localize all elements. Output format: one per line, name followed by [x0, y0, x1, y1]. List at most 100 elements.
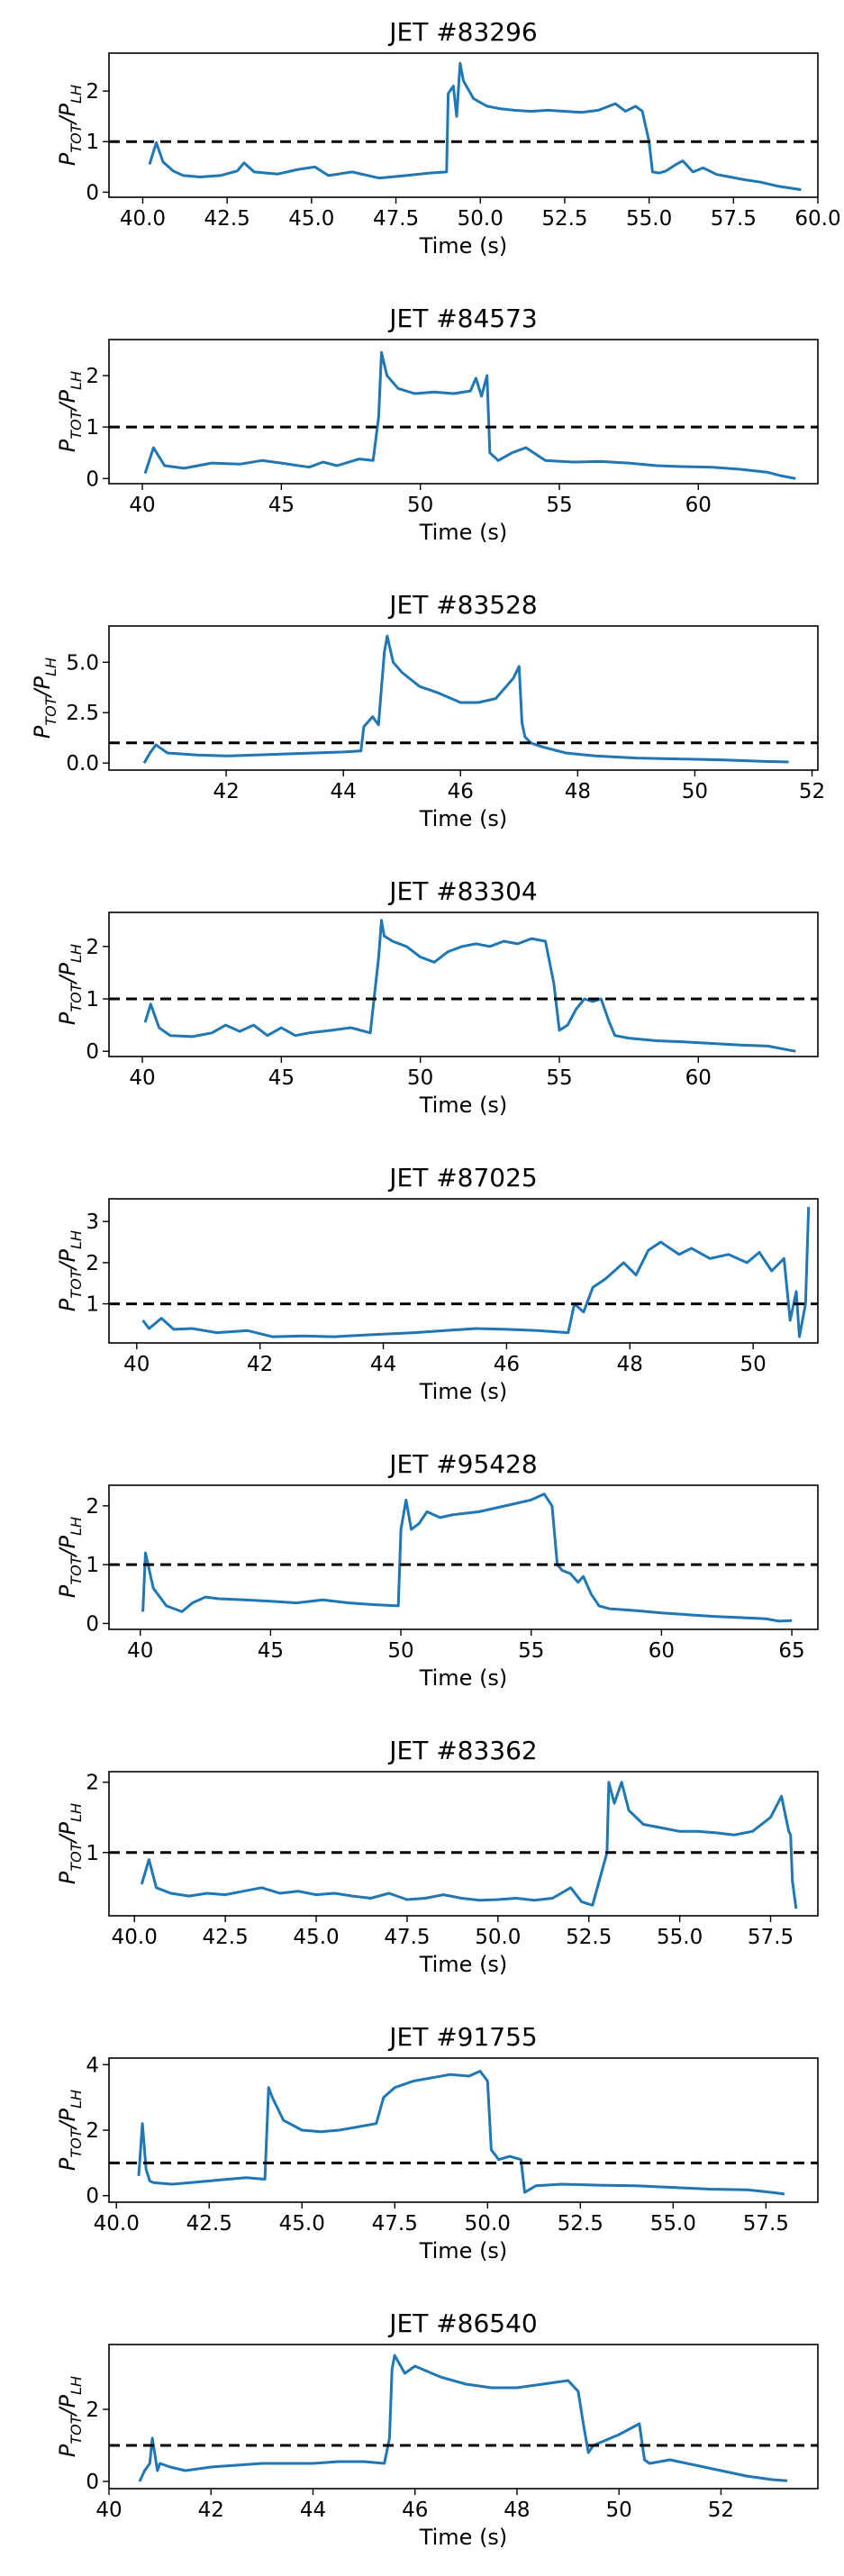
x-tick-label: 55.0 [626, 207, 672, 231]
x-tick-label: 42.5 [186, 2212, 232, 2236]
chart-panel-8: JET #91755 40.0 42.5 45.0 47.5 50.0 52.5 55.0 57… [55, 2022, 819, 2263]
x-axis-label: Time (s) [419, 1952, 508, 1977]
y-tick-label: 1 [86, 416, 99, 440]
x-tick-label: 42.5 [203, 1926, 249, 1949]
chart-panel-6: JET #95428 40 45 50 55 60 65 0 1 2 Time (s) PTOT/PL… [55, 1449, 819, 1691]
data-series-line [138, 2354, 788, 2482]
chart-title: JET #83362 [387, 1736, 538, 1765]
x-tick-label: 40.0 [120, 207, 166, 231]
chart-title: JET #87025 [387, 1163, 538, 1193]
x-tick-label: 47.5 [373, 207, 419, 231]
x-tick-label: 52.5 [566, 1926, 612, 1949]
plot-frame [108, 1771, 819, 1917]
y-tick-label: 2 [86, 1252, 99, 1275]
chart-title: JET #84573 [387, 304, 538, 333]
y-axis-label: PTOT/PLH [55, 85, 85, 166]
y-tick-label: 1 [86, 1293, 99, 1317]
x-tick-label: 42 [247, 1353, 273, 1376]
x-tick-label: 52.5 [558, 2212, 604, 2236]
x-tick-label: 50 [740, 1353, 767, 1376]
x-tick-label: 47.5 [372, 2212, 418, 2236]
x-axis-label: Time (s) [419, 2525, 508, 2550]
plot-frame [108, 912, 819, 1057]
y-tick-label: 1 [86, 988, 99, 1011]
y-tick-label: 0 [86, 1040, 99, 1064]
plot-frame [108, 52, 819, 198]
y-tick-label: 2 [86, 936, 99, 959]
x-axis-label: Time (s) [419, 2238, 508, 2263]
x-tick-label: 40 [129, 494, 155, 517]
x-axis-label: Time (s) [419, 520, 508, 545]
x-tick-label: 40.0 [94, 2212, 140, 2236]
y-axis-label: PTOT/PLH [55, 2090, 85, 2171]
x-tick-label: 57.5 [743, 2212, 789, 2236]
x-tick-label: 55.0 [657, 1926, 703, 1949]
y-tick-label: 4 [86, 2054, 99, 2077]
x-tick-label: 40 [129, 1066, 155, 1090]
chart-panel-5: JET #87025 40 42 44 46 48 50 1 2 3 Time (s) PTOT/PL… [55, 1163, 819, 1404]
x-tick-label: 60 [685, 1066, 712, 1090]
x-tick-label: 40 [127, 1639, 153, 1663]
x-tick-label: 55 [546, 1066, 572, 1090]
y-axis-label: PTOT/PLH [55, 371, 85, 452]
y-tick-label: 0 [86, 181, 99, 204]
chart-title: JET #86540 [387, 2308, 538, 2338]
y-tick-label: 0 [86, 2471, 99, 2494]
data-series-line [140, 1781, 798, 1909]
y-tick-label: 0.0 [66, 752, 99, 776]
plot-frame [108, 2344, 819, 2490]
x-tick-label: 50 [682, 780, 708, 803]
x-tick-label: 45 [268, 494, 295, 517]
x-tick-label: 48 [565, 780, 591, 803]
chart-title: JET #95428 [387, 1449, 538, 1479]
x-tick-label: 42 [198, 2499, 224, 2522]
x-tick-label: 50.0 [458, 207, 504, 231]
plot-frame [108, 339, 819, 485]
x-tick-label: 40.0 [112, 1926, 158, 1949]
x-tick-label: 47.5 [384, 1926, 430, 1949]
y-tick-label: 0 [86, 2185, 99, 2209]
x-tick-label: 52 [799, 780, 825, 803]
x-tick-label: 60.0 [794, 207, 840, 231]
x-tick-label: 45.0 [279, 2212, 325, 2236]
x-tick-label: 45.0 [288, 207, 334, 231]
y-tick-label: 1 [86, 1842, 99, 1865]
y-tick-label: 1 [86, 131, 99, 154]
data-series-line [137, 2070, 785, 2196]
x-tick-label: 52.5 [541, 207, 587, 231]
x-tick-label: 42.5 [204, 207, 250, 231]
x-axis-label: Time (s) [419, 1093, 508, 1118]
y-axis-label: PTOT/PLH [55, 944, 85, 1025]
y-axis-label: PTOT/PLH [55, 1803, 85, 1884]
chart-panel-9: JET #86540 40 42 44 46 48 50 52 0 2 Time (s) PTOT/P… [55, 2308, 819, 2550]
y-tick-label: 1 [86, 1554, 99, 1577]
x-axis-label: Time (s) [419, 806, 508, 831]
x-tick-label: 55 [546, 494, 572, 517]
chart-panel-4: JET #83304 40 45 50 55 60 0 1 2 Time (s) PTOT/PLH [55, 876, 819, 1118]
x-tick-label: 40 [95, 2499, 122, 2522]
plot-frame [108, 625, 819, 771]
x-axis-label: Time (s) [419, 233, 508, 259]
x-tick-label: 44 [331, 780, 357, 803]
x-tick-label: 60 [685, 494, 712, 517]
x-tick-label: 44 [370, 1353, 396, 1376]
data-series-line [143, 350, 796, 480]
x-tick-label: 50.0 [475, 1926, 521, 1949]
y-tick-label: 3 [86, 1211, 99, 1234]
x-tick-label: 48 [504, 2499, 530, 2522]
x-tick-label: 55.0 [650, 2212, 696, 2236]
plot-frame [108, 1198, 819, 1344]
x-axis-label: Time (s) [419, 1379, 508, 1404]
x-tick-label: 42 [213, 780, 239, 803]
x-tick-label: 50 [407, 494, 433, 517]
x-tick-label: 60 [649, 1639, 675, 1663]
chart-panel-3: JET #83528 42 44 46 48 50 52 0.0 2.5 5.0 Time (s) P… [30, 590, 825, 831]
y-tick-label: 5.0 [66, 651, 99, 675]
y-tick-label: 2 [86, 2119, 99, 2143]
y-tick-label: 2 [86, 1772, 99, 1795]
x-tick-label: 52 [708, 2499, 734, 2522]
data-series-line [142, 634, 789, 764]
x-tick-label: 45 [258, 1639, 284, 1663]
chart-title: JET #83528 [387, 590, 538, 620]
